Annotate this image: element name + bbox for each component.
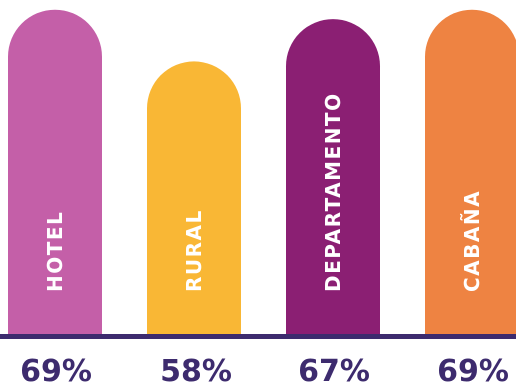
category-label-hotel: HOTEL <box>43 211 67 292</box>
value-label-rural: 58% <box>160 354 232 387</box>
bar-departamento <box>286 19 380 335</box>
value-label-departamento: 67% <box>298 354 370 387</box>
category-label-cabaña: CABAÑA <box>460 190 484 292</box>
bar-hotel <box>8 9 102 334</box>
value-label-hotel: 69% <box>20 354 92 387</box>
category-label-departamento: DEPARTAMENTO <box>321 92 345 292</box>
value-label-cabaña: 69% <box>437 354 509 387</box>
bar-cabaña <box>425 9 516 334</box>
category-label-rural: RURAL <box>182 209 206 292</box>
x-axis-baseline <box>0 334 516 339</box>
bar-rural <box>147 61 241 335</box>
